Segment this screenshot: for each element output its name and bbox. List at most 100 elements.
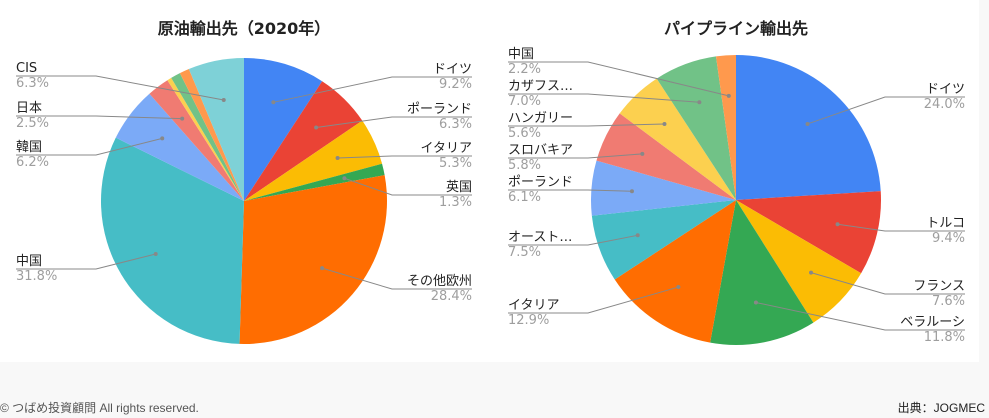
- pie-slice-other[interactable]: [179, 69, 244, 201]
- slice-label: トルコ: [926, 216, 965, 231]
- leader-line: [810, 272, 965, 295]
- copyright-text: © つばめ投資顧問 All rights reserved.: [0, 401, 199, 415]
- slice-label: 韓国: [16, 140, 42, 155]
- leader-line: [508, 61, 729, 97]
- slice-value: 24.0%: [924, 97, 965, 112]
- slice-value: 6.3%: [16, 76, 49, 91]
- leader-dot: [835, 222, 840, 227]
- slice-value: 6.2%: [16, 155, 49, 170]
- slice-value: 9.4%: [932, 231, 965, 246]
- pie-slice-オースト…[interactable]: [591, 200, 736, 280]
- slice-value: 6.3%: [439, 117, 472, 132]
- pie-slice-トルコ[interactable]: [736, 191, 882, 274]
- slice-label: カザフス…: [508, 79, 573, 94]
- leader-line: [344, 177, 472, 196]
- leader-line: [508, 93, 700, 103]
- slice-label: ドイツ: [926, 82, 965, 97]
- leader-line: [807, 96, 965, 125]
- pie-slice-ドイツ[interactable]: [736, 55, 881, 200]
- leader-line: [16, 115, 183, 120]
- slice-value: 6.1%: [508, 190, 541, 205]
- slice-label: ベラルーシ: [900, 315, 965, 330]
- chart-title: 原油輸出先（2020年）: [158, 19, 331, 38]
- leader-line: [16, 75, 224, 101]
- leader-dot: [726, 93, 731, 98]
- leader-lines: [16, 75, 472, 290]
- leader-dot: [160, 136, 165, 141]
- slice-value: 1.3%: [439, 195, 472, 210]
- slice-label: イタリア: [508, 298, 559, 313]
- leader-lines: [508, 61, 965, 331]
- pie-slice-中国[interactable]: [101, 137, 245, 344]
- slice-label: ドイツ: [433, 62, 472, 77]
- pie-slice-フランス[interactable]: [736, 200, 862, 323]
- leader-dot: [180, 116, 185, 121]
- leader-dot: [342, 176, 347, 181]
- slice-value: 7.0%: [508, 94, 541, 109]
- chart-title: パイプライン輸出先: [664, 19, 808, 38]
- slice-value: 9.2%: [439, 77, 472, 92]
- leader-dot: [697, 100, 702, 105]
- slice-label: ポーランド: [508, 175, 573, 190]
- slice-value: 7.5%: [508, 245, 541, 260]
- pie-slice-日本[interactable]: [149, 80, 244, 201]
- leader-line: [508, 123, 665, 127]
- leader-dot: [809, 270, 814, 275]
- leader-dot: [753, 300, 758, 305]
- leader-line: [273, 76, 472, 103]
- leader-dot: [805, 121, 810, 126]
- pie-slice-ポーランド[interactable]: [591, 160, 736, 216]
- pie-slice-カザフス…[interactable]: [656, 56, 736, 200]
- slice-value: 5.3%: [439, 156, 472, 171]
- pie-slice-other[interactable]: [171, 73, 244, 201]
- leader-line: [508, 286, 679, 314]
- slice-value: 5.8%: [508, 158, 541, 173]
- leader-dot: [320, 266, 325, 271]
- leader-line: [508, 234, 638, 246]
- slice-value: 5.6%: [508, 126, 541, 141]
- pie-slice-ハンガリー[interactable]: [619, 78, 736, 200]
- pie-slice-other[interactable]: [167, 77, 244, 201]
- slice-value: 7.6%: [932, 294, 965, 309]
- pie-slice-その他欧州[interactable]: [239, 175, 387, 344]
- leader-line: [16, 137, 163, 156]
- pie-slice-ポーランド[interactable]: [244, 81, 363, 201]
- pie-slice-韓国[interactable]: [115, 93, 244, 201]
- leader-dot: [662, 121, 667, 126]
- pie-slice-中国[interactable]: [716, 55, 736, 200]
- leader-line: [837, 223, 965, 232]
- slice-label: スロバキア: [508, 143, 573, 158]
- slice-value: 28.4%: [431, 289, 472, 304]
- slice-label: 中国: [16, 254, 42, 269]
- leader-dot: [640, 151, 645, 156]
- leader-dot: [629, 189, 634, 194]
- pie-slice-イタリア[interactable]: [244, 120, 383, 201]
- slice-label: フランス: [913, 279, 965, 294]
- pie-chart-1: 原油輸出先（2020年）ドイツ9.2%ポーランド6.3%イタリア5.3%英国1.…: [16, 19, 472, 344]
- leader-line: [321, 267, 472, 290]
- leader-dot: [314, 125, 319, 130]
- slice-label: イタリア: [421, 141, 472, 156]
- pie-slice-CIS[interactable]: [188, 58, 244, 201]
- pie-slice-イタリア[interactable]: [614, 200, 736, 343]
- slice-value: 12.9%: [508, 313, 549, 328]
- pie-slice-スロバキア[interactable]: [596, 113, 736, 200]
- pie-slice-英国[interactable]: [244, 163, 385, 201]
- slice-label: 日本: [16, 101, 42, 116]
- leader-dot: [153, 251, 158, 256]
- leader-dot: [271, 100, 276, 105]
- pie-slice-ドイツ[interactable]: [244, 58, 323, 201]
- leader-line: [755, 301, 965, 331]
- slice-label: ポーランド: [407, 102, 472, 117]
- leader-dot: [635, 233, 640, 238]
- leader-dot: [221, 98, 226, 103]
- leader-line: [337, 155, 472, 159]
- slice-label: オースト…: [508, 230, 572, 245]
- slice-value: 11.8%: [924, 330, 965, 345]
- leader-line: [508, 189, 632, 192]
- leader-line: [508, 153, 643, 159]
- slice-value: 31.8%: [16, 269, 57, 284]
- slice-value: 2.5%: [16, 116, 49, 131]
- source-text: 出典：JOGMEC: [897, 401, 985, 415]
